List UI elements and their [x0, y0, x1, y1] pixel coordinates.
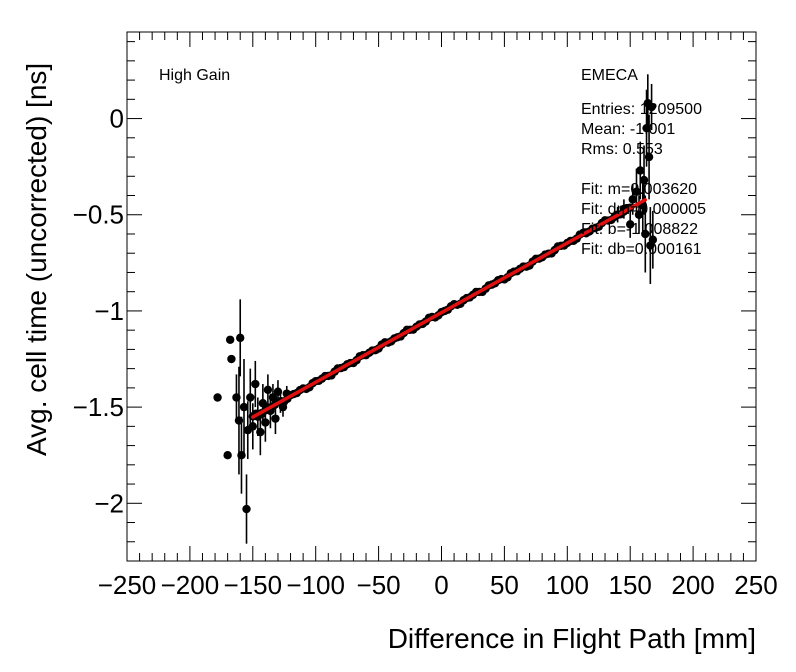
data-point: [641, 229, 650, 239]
x-tick-label: −100: [286, 570, 345, 600]
data-point: [642, 123, 651, 133]
x-tick-label: 200: [671, 570, 714, 600]
y-tick-label: 0: [110, 104, 124, 134]
stat-entries: Entries: 1209500: [581, 101, 702, 118]
y-tick-label: −2: [94, 488, 124, 518]
data-point: [648, 235, 658, 244]
data-point: [639, 175, 649, 185]
x-tick-label: −50: [357, 570, 401, 600]
stat-fit-db: Fit: db=0.000161: [581, 241, 702, 258]
data-markers: [213, 98, 658, 514]
data-point: [626, 220, 635, 229]
data-point: [237, 451, 246, 460]
data-point: [225, 335, 235, 344]
x-tick-label: 150: [609, 570, 652, 600]
data-point: [261, 418, 270, 427]
data-point: [213, 393, 222, 402]
x-tick-labels: −250 −200 −150 −100 −50 0 50 100 150 200 250: [98, 570, 778, 600]
y-axis-title: Avg. cell time (uncorrected) [ns]: [21, 63, 52, 456]
data-point: [223, 451, 232, 460]
x-tick-label: −200: [161, 570, 220, 600]
data-point: [234, 416, 244, 425]
x-tick-label: −250: [98, 570, 157, 600]
x-tick-label: 50: [490, 570, 519, 600]
data-point: [258, 399, 268, 408]
data-point: [636, 166, 645, 175]
stat-fit-m: Fit: m=0.003620: [581, 181, 697, 198]
y-tick-label: −1.5: [73, 392, 124, 422]
data-point: [242, 504, 251, 514]
x-tick-label: 250: [734, 570, 777, 600]
y-tick-label: −0.5: [73, 200, 124, 230]
data-point: [232, 393, 241, 402]
x-tick-label: 0: [434, 570, 448, 600]
y-tick-label: −1: [94, 296, 124, 326]
stats-box: Entries: 1209500 Mean: -1.001 Rms: 0.553…: [581, 101, 706, 258]
data-point: [248, 422, 257, 431]
fit-line: [251, 198, 648, 419]
gain-label: High Gain: [159, 67, 230, 84]
x-axis-ticks: [126, 32, 757, 561]
data-point: [236, 333, 245, 343]
stat-rms: Rms: 0.553: [581, 141, 663, 158]
detector-label: EMECA: [581, 67, 638, 84]
y-tick-labels: −2 −1.5 −1 −0.5 0: [73, 104, 124, 519]
data-point: [239, 402, 249, 412]
x-tick-label: −150: [224, 570, 283, 600]
stat-fit-dm: Fit: dm=0.000005: [581, 201, 706, 218]
data-point: [273, 387, 283, 396]
data-point: [647, 102, 656, 112]
data-point: [634, 210, 644, 219]
data-point: [632, 187, 641, 196]
data-point: [251, 379, 260, 389]
data-point: [227, 354, 236, 364]
stat-mean: Mean: -1.001: [581, 121, 675, 138]
data-point: [628, 195, 637, 204]
data-point: [263, 385, 273, 394]
y-axis-ticks: [127, 41, 756, 543]
stat-fit-b: Fit: b=-1.008822: [581, 221, 698, 238]
data-point: [644, 152, 654, 162]
data-point: [246, 393, 255, 402]
x-tick-label: 100: [546, 570, 589, 600]
data-point: [271, 414, 280, 423]
data-point: [256, 427, 265, 437]
x-axis-title: Difference in Flight Path [mm]: [388, 623, 756, 654]
